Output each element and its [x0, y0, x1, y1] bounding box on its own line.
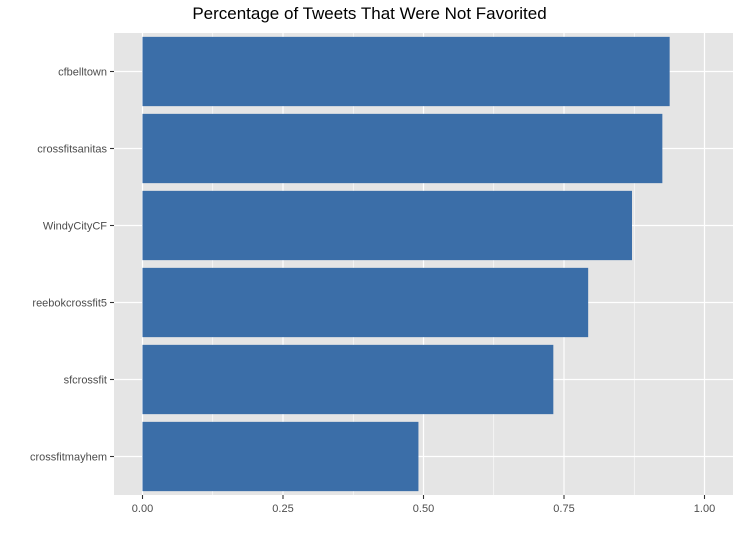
- y-tick-label: sfcrossfit: [64, 375, 107, 387]
- bar-crossfitmayhem: [142, 421, 419, 492]
- x-tick-label: 0.50: [413, 503, 434, 515]
- y-tick-label: crossfitmayhem: [30, 452, 107, 464]
- x-tick-label: 0.00: [132, 503, 153, 515]
- minor-gridlines: [212, 33, 635, 495]
- bar-WindyCityCF: [142, 190, 633, 261]
- y-tick-label: WindyCityCF: [43, 221, 107, 233]
- chart-title: Percentage of Tweets That Were Not Favor…: [192, 4, 547, 23]
- bar-crossfitsanitas: [142, 113, 663, 184]
- bar-cfbelltown: [142, 36, 670, 107]
- y-tick-label: cfbelltown: [58, 67, 107, 79]
- y-axis: cfbelltown crossfitsanitas WindyCityCF reeb…: [30, 67, 114, 464]
- x-tick-label: 0.25: [272, 503, 293, 515]
- bars: [142, 36, 670, 492]
- y-tick-label: crossfitsanitas: [37, 144, 107, 156]
- bar-sfcrossfit: [142, 344, 554, 415]
- x-tick-label: 1.00: [694, 503, 715, 515]
- bar-reebokcrossfit5: [142, 267, 589, 338]
- x-tick-label: 0.75: [553, 503, 574, 515]
- x-axis: 0.00 0.25 0.50 0.75 1.00: [132, 495, 715, 515]
- y-tick-label: reebokcrossfit5: [32, 298, 107, 310]
